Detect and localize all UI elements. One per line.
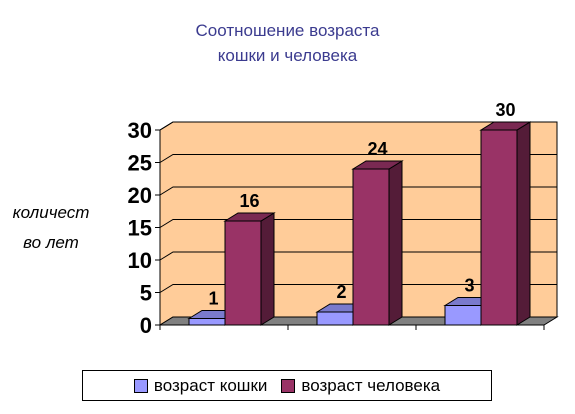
chart-gridlines [159,121,557,293]
y-tick-label-30: 30 [128,118,152,143]
data-label-human-age-2: 24 [367,139,387,159]
y-axis-label-line-1: количест [12,203,90,222]
gridline-20 [159,186,557,196]
gridline-5 [159,284,557,293]
y-axis-label-line-2: во лет [23,233,79,252]
bar-human-age-3-side [516,121,531,326]
legend-swatch-cat-age [133,378,148,393]
bar-human-age-2-side [388,160,403,326]
gridline-30 [159,121,557,131]
gridline-15 [159,219,557,228]
bar-human-age-2 [352,168,390,326]
y-tick-label-20: 20 [128,183,152,208]
y-tick-label-15: 15 [128,216,152,241]
bar-human-age-3 [480,129,518,326]
data-label-human-age-1: 16 [239,191,259,211]
legend-label-cat-age: возраст кошки [153,375,268,395]
y-axis-label: количест во лет [2,198,100,258]
legend-item-human-age: возраст человека [281,376,440,396]
chart-bars [187,121,532,326]
chart-legend: возраст кошки возраст человека [82,370,492,401]
chart-title: Соотношение возраста кошки и человека [0,18,575,68]
data-label-cat-age-2: 2 [336,282,346,302]
y-tick-label-0: 0 [140,313,152,338]
bar-human-age-1-side [260,212,275,326]
data-label-cat-age-1: 1 [208,289,218,309]
legend-item-cat-age: возраст кошки [133,375,268,396]
data-label-human-age-3: 30 [495,100,515,120]
chart-data-labels: 1 2 3 16 24 30 [208,100,515,309]
bar-human-age-1 [224,220,262,326]
bar-cat-age-2 [316,311,354,326]
gridline-10 [159,251,557,261]
y-tick-label-10: 10 [128,248,152,273]
data-label-cat-age-3: 3 [464,276,474,296]
bar-cat-age-1 [188,318,226,326]
chart-title-line-2: кошки и человека [217,46,358,65]
bar-cat-age-3 [444,305,482,326]
y-tick-label-25: 25 [128,151,152,176]
chart-title-line-1: Соотношение возраста [195,21,380,40]
y-axis-ticks: 0 5 10 15 20 25 30 [128,118,160,338]
legend-label-human-age: возраст человека [301,375,441,395]
legend-swatch-human-age [281,378,296,393]
y-tick-label-5: 5 [140,281,152,306]
gridline-25 [159,154,557,163]
